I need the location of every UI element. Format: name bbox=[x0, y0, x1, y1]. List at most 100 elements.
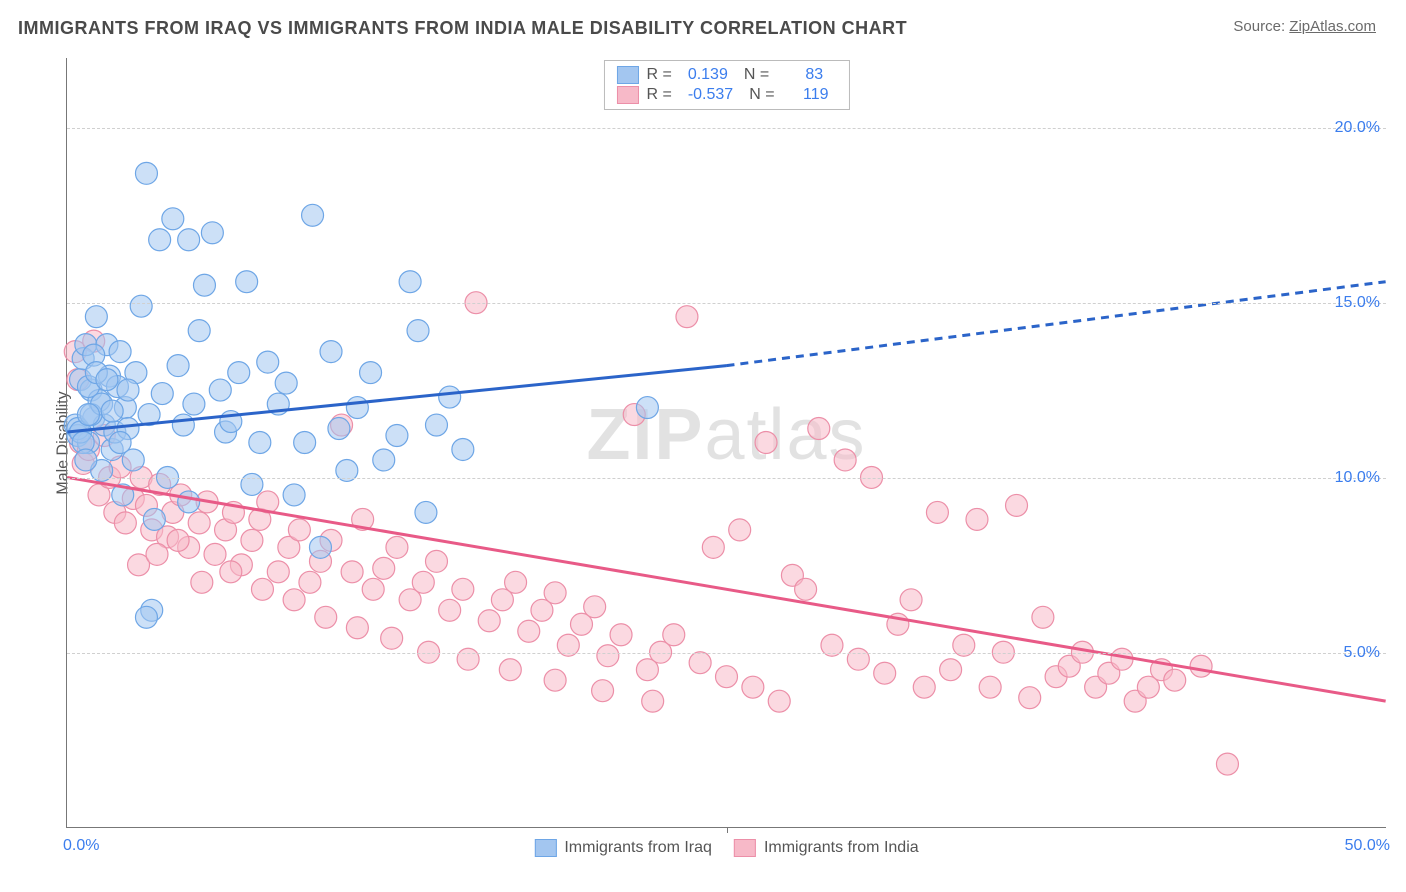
data-point-india[interactable] bbox=[716, 666, 738, 688]
data-point-iraq[interactable] bbox=[135, 606, 157, 628]
data-point-india[interactable] bbox=[610, 624, 632, 646]
data-point-iraq[interactable] bbox=[117, 379, 139, 401]
data-point-iraq[interactable] bbox=[109, 432, 131, 454]
data-point-india[interactable] bbox=[346, 617, 368, 639]
data-point-india[interactable] bbox=[1032, 606, 1054, 628]
data-point-iraq[interactable] bbox=[294, 432, 316, 454]
data-point-india[interactable] bbox=[926, 501, 948, 523]
data-point-india[interactable] bbox=[191, 571, 213, 593]
data-point-india[interactable] bbox=[341, 561, 363, 583]
data-point-iraq[interactable] bbox=[167, 355, 189, 377]
data-point-iraq[interactable] bbox=[346, 397, 368, 419]
data-point-india[interactable] bbox=[188, 512, 210, 534]
data-point-india[interactable] bbox=[241, 529, 263, 551]
data-point-iraq[interactable] bbox=[162, 208, 184, 230]
data-point-india[interactable] bbox=[768, 690, 790, 712]
data-point-iraq[interactable] bbox=[439, 386, 461, 408]
data-point-india[interactable] bbox=[702, 536, 724, 558]
data-point-india[interactable] bbox=[663, 624, 685, 646]
data-point-india[interactable] bbox=[597, 645, 619, 667]
data-point-iraq[interactable] bbox=[149, 229, 171, 251]
data-point-iraq[interactable] bbox=[320, 341, 342, 363]
data-point-iraq[interactable] bbox=[85, 306, 107, 328]
data-point-india[interactable] bbox=[642, 690, 664, 712]
data-point-india[interactable] bbox=[755, 432, 777, 454]
data-point-india[interactable] bbox=[362, 578, 384, 600]
data-point-iraq[interactable] bbox=[275, 372, 297, 394]
data-point-iraq[interactable] bbox=[309, 536, 331, 558]
data-point-india[interactable] bbox=[425, 550, 447, 572]
data-point-india[interactable] bbox=[940, 659, 962, 681]
data-point-india[interactable] bbox=[592, 680, 614, 702]
data-point-iraq[interactable] bbox=[135, 162, 157, 184]
data-point-india[interactable] bbox=[1190, 655, 1212, 677]
data-point-iraq[interactable] bbox=[209, 379, 231, 401]
data-point-india[interactable] bbox=[1006, 494, 1028, 516]
data-point-iraq[interactable] bbox=[425, 414, 447, 436]
data-point-iraq[interactable] bbox=[151, 383, 173, 405]
legend-item-iraq[interactable]: Immigrants from Iraq bbox=[534, 839, 712, 857]
data-point-india[interactable] bbox=[267, 561, 289, 583]
data-point-iraq[interactable] bbox=[302, 204, 324, 226]
data-point-iraq[interactable] bbox=[636, 397, 658, 419]
data-point-india[interactable] bbox=[412, 571, 434, 593]
data-point-india[interactable] bbox=[808, 418, 830, 440]
data-point-india[interactable] bbox=[315, 606, 337, 628]
data-point-iraq[interactable] bbox=[399, 271, 421, 293]
data-point-india[interactable] bbox=[452, 578, 474, 600]
data-point-india[interactable] bbox=[146, 543, 168, 565]
data-point-india[interactable] bbox=[499, 659, 521, 681]
data-point-iraq[interactable] bbox=[415, 501, 437, 523]
data-point-iraq[interactable] bbox=[201, 222, 223, 244]
data-point-india[interactable] bbox=[204, 543, 226, 565]
data-point-iraq[interactable] bbox=[101, 400, 123, 422]
data-point-iraq[interactable] bbox=[188, 320, 210, 342]
data-point-india[interactable] bbox=[834, 449, 856, 471]
data-point-india[interactable] bbox=[979, 676, 1001, 698]
data-point-india[interactable] bbox=[1216, 753, 1238, 775]
data-point-iraq[interactable] bbox=[452, 439, 474, 461]
data-point-iraq[interactable] bbox=[241, 473, 263, 495]
data-point-iraq[interactable] bbox=[360, 362, 382, 384]
data-point-india[interactable] bbox=[1019, 687, 1041, 709]
data-point-india[interactable] bbox=[518, 620, 540, 642]
data-point-india[interactable] bbox=[288, 519, 310, 541]
data-point-india[interactable] bbox=[478, 610, 500, 632]
data-point-iraq[interactable] bbox=[75, 449, 97, 471]
data-point-iraq[interactable] bbox=[172, 414, 194, 436]
data-point-india[interactable] bbox=[381, 627, 403, 649]
data-point-iraq[interactable] bbox=[193, 274, 215, 296]
data-point-india[interactable] bbox=[114, 512, 136, 534]
data-point-india[interactable] bbox=[689, 652, 711, 674]
legend-item-india[interactable]: Immigrants from India bbox=[734, 839, 919, 857]
data-point-iraq[interactable] bbox=[386, 425, 408, 447]
data-point-iraq[interactable] bbox=[183, 393, 205, 415]
data-point-iraq[interactable] bbox=[130, 295, 152, 317]
source-link[interactable]: ZipAtlas.com bbox=[1289, 18, 1376, 35]
data-point-india[interactable] bbox=[729, 519, 751, 541]
data-point-india[interactable] bbox=[299, 571, 321, 593]
data-point-india[interactable] bbox=[167, 529, 189, 551]
data-point-iraq[interactable] bbox=[178, 229, 200, 251]
data-point-iraq[interactable] bbox=[178, 491, 200, 513]
data-point-india[interactable] bbox=[584, 596, 606, 618]
data-point-india[interactable] bbox=[220, 561, 242, 583]
data-point-iraq[interactable] bbox=[328, 418, 350, 440]
data-point-india[interactable] bbox=[457, 648, 479, 670]
data-point-iraq[interactable] bbox=[96, 369, 118, 391]
data-point-iraq[interactable] bbox=[143, 508, 165, 530]
data-point-iraq[interactable] bbox=[109, 341, 131, 363]
data-point-iraq[interactable] bbox=[249, 432, 271, 454]
data-point-india[interactable] bbox=[251, 578, 273, 600]
data-point-iraq[interactable] bbox=[228, 362, 250, 384]
data-point-india[interactable] bbox=[505, 571, 527, 593]
data-point-iraq[interactable] bbox=[283, 484, 305, 506]
data-point-india[interactable] bbox=[966, 508, 988, 530]
data-point-india[interactable] bbox=[544, 582, 566, 604]
data-point-india[interactable] bbox=[1164, 669, 1186, 691]
data-point-india[interactable] bbox=[439, 599, 461, 621]
data-point-india[interactable] bbox=[544, 669, 566, 691]
data-point-india[interactable] bbox=[676, 306, 698, 328]
data-point-india[interactable] bbox=[874, 662, 896, 684]
data-point-iraq[interactable] bbox=[373, 449, 395, 471]
